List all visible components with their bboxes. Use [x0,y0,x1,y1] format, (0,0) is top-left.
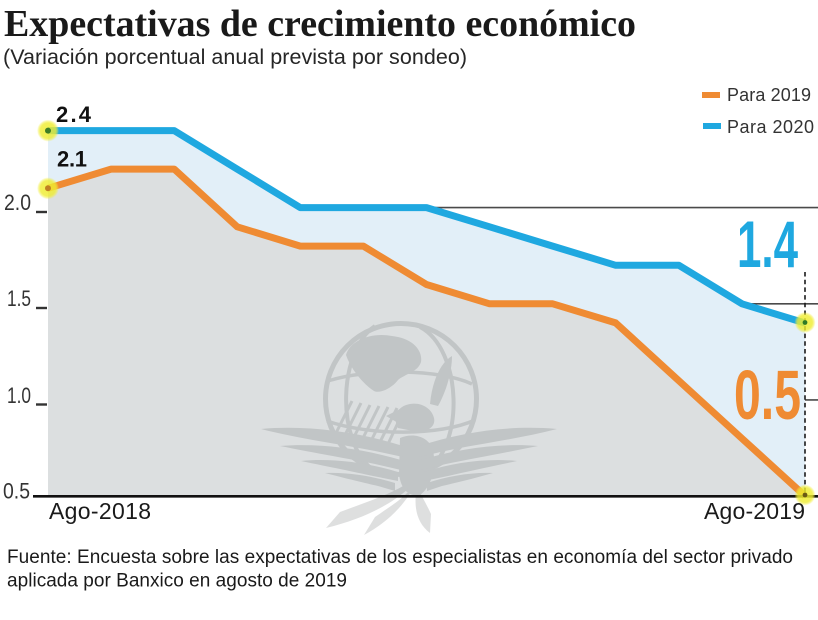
svg-text:(Variación porcentual anual pr: (Variación porcentual anual prevista por… [3,45,467,69]
svg-text:0.5: 0.5 [3,479,30,504]
svg-text:1.0: 1.0 [7,383,31,408]
svg-text:2.4: 2.4 [56,102,92,127]
svg-text:Ago-2018: Ago-2018 [49,498,151,524]
svg-text:0.5: 0.5 [734,356,801,434]
svg-text:Fuente: Encuesta sobre las exp: Fuente: Encuesta sobre las expectativas … [7,547,793,568]
svg-text:Expectativas de crecimiento ec: Expectativas de crecimiento económico [4,3,636,45]
svg-text:1.4: 1.4 [737,207,798,281]
svg-text:Para 2019: Para 2019 [727,85,811,105]
svg-text:2.0: 2.0 [4,190,31,215]
svg-text:aplicada por Banxico en agosto: aplicada por Banxico en agosto de 2019 [7,571,347,592]
svg-text:Para 2020: Para 2020 [727,117,814,137]
svg-text:1.5: 1.5 [7,286,31,311]
svg-text:2.1: 2.1 [57,147,87,172]
svg-text:Ago-2019: Ago-2019 [704,498,805,524]
